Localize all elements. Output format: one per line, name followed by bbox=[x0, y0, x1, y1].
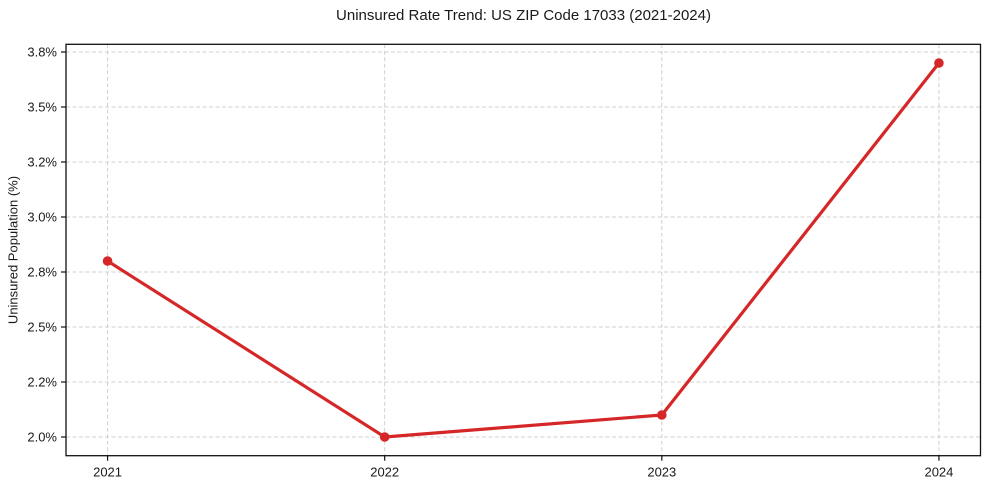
y-tick-label: 3.5% bbox=[27, 100, 57, 115]
axes-spines bbox=[65, 43, 982, 457]
y-tick-label: 3.2% bbox=[27, 155, 57, 170]
x-tick-label: 2021 bbox=[93, 464, 122, 479]
y-tick-label: 2.2% bbox=[27, 375, 57, 390]
y-tick-label: 3.0% bbox=[27, 210, 57, 225]
data-point-marker bbox=[102, 256, 113, 266]
x-tick-label: 2024 bbox=[924, 464, 953, 479]
x-tick-label: 2022 bbox=[370, 464, 399, 479]
x-tick-label: 2023 bbox=[647, 464, 676, 479]
data-point-marker bbox=[657, 410, 667, 420]
y-tick-label: 2.8% bbox=[27, 265, 57, 280]
chart-title: Uninsured Rate Trend: US ZIP Code 17033 … bbox=[336, 7, 711, 24]
data-point-marker bbox=[379, 432, 390, 442]
y-tick-label: 2.0% bbox=[27, 430, 57, 445]
trend-line bbox=[105, 61, 941, 439]
y-tick-label: 3.8% bbox=[27, 45, 57, 60]
data-point-marker bbox=[934, 58, 944, 68]
y-tick-label: 2.5% bbox=[27, 320, 57, 335]
